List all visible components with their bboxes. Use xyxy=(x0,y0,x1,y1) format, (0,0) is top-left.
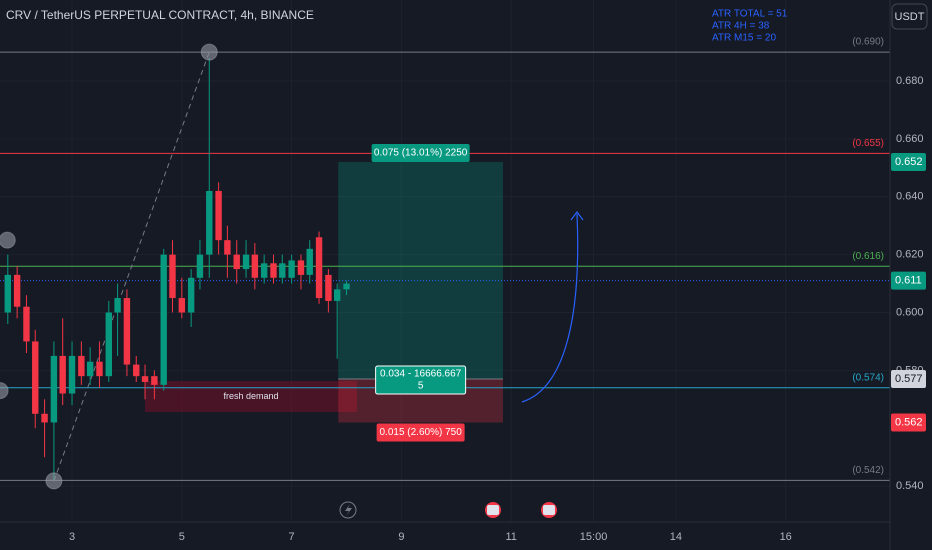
candle-body xyxy=(343,283,350,290)
candle-body xyxy=(32,341,39,414)
candle-body xyxy=(315,237,323,299)
price-badge xyxy=(891,413,926,432)
flag-glyph xyxy=(543,505,555,515)
level-label: (0.616) xyxy=(852,251,884,262)
zone-label: fresh demand xyxy=(223,391,278,401)
candle-body xyxy=(133,364,140,377)
candle-body xyxy=(233,254,240,270)
candle-body xyxy=(206,190,213,255)
candle-body xyxy=(187,277,195,313)
candle-body xyxy=(141,376,149,382)
level-label: (0.542) xyxy=(852,465,884,476)
candle-body xyxy=(59,355,66,394)
lightning-icon[interactable] xyxy=(339,501,357,519)
position-center-label: 5 xyxy=(418,381,424,392)
x-tick-label: 14 xyxy=(670,531,682,543)
currency-label: USDT xyxy=(895,11,925,23)
candle-body xyxy=(123,298,131,365)
x-tick-label: 7 xyxy=(289,531,295,543)
chart-title: CRV / TetherUS PERPETUAL CONTRACT, 4h, B… xyxy=(6,8,314,22)
point-marker xyxy=(200,43,218,61)
candle-body xyxy=(68,355,76,394)
candle-body xyxy=(151,376,158,385)
event-icons xyxy=(339,501,557,519)
candle-body xyxy=(279,263,286,278)
price-badge xyxy=(891,370,926,389)
candle-body xyxy=(215,190,222,241)
x-tick-label: 3 xyxy=(69,531,75,543)
y-tick-label: 0.540 xyxy=(896,480,924,492)
atr-line: ATR TOTAL = 51 xyxy=(712,9,788,20)
candle-body xyxy=(325,274,332,301)
price-badge-label: 0.577 xyxy=(895,373,923,385)
candle-body xyxy=(224,240,231,255)
candle-body xyxy=(50,355,58,423)
y-tick-label: 0.680 xyxy=(896,75,924,87)
x-tick-label: 9 xyxy=(398,531,404,543)
candle-body xyxy=(4,274,11,313)
point-marker xyxy=(0,382,9,400)
candle-body xyxy=(196,254,204,278)
candle-body xyxy=(41,413,48,423)
plot: fresh demand (0.690) (0.655) (0.616) (0.574)… xyxy=(0,37,890,490)
point-marker xyxy=(0,231,16,249)
atr-line: ATR M15 = 20 xyxy=(712,33,776,44)
candle-body xyxy=(78,355,85,377)
position-label-box xyxy=(371,144,470,163)
x-tick-label: 15:00 xyxy=(580,531,608,543)
price-badge xyxy=(891,271,926,290)
position-label-box xyxy=(376,423,465,442)
candle-body xyxy=(242,254,250,270)
candle-body xyxy=(114,298,121,313)
currency-button[interactable] xyxy=(891,3,928,30)
lightning-glyph xyxy=(345,504,352,516)
level-label: (0.574) xyxy=(852,372,884,383)
candle-body xyxy=(105,312,113,377)
level-label: (0.690) xyxy=(852,37,884,48)
y-tick-label: 0.620 xyxy=(896,249,924,261)
candle-body xyxy=(306,248,313,275)
target-zone xyxy=(338,162,503,380)
demand-zone xyxy=(145,381,357,413)
price-badge-label: 0.611 xyxy=(895,275,922,287)
price-badge xyxy=(891,153,926,172)
position-label: 0.015 (2.60%) 750 xyxy=(379,427,462,438)
candle-body xyxy=(160,254,167,385)
level-label: (0.655) xyxy=(852,138,884,149)
trend-line xyxy=(53,51,210,482)
x-tick-label: 5 xyxy=(179,531,185,543)
candle-body xyxy=(178,298,186,313)
candle-body xyxy=(297,260,305,275)
price-badge-label: 0.562 xyxy=(895,416,923,428)
candle-body xyxy=(270,263,277,278)
candle-body xyxy=(251,254,259,278)
candle-body xyxy=(86,361,94,377)
candle-body xyxy=(288,260,295,278)
candle-body xyxy=(333,289,341,301)
y-tick-label: 0.600 xyxy=(896,306,924,318)
candle-body xyxy=(260,263,268,278)
arrow-head xyxy=(570,211,584,221)
candle-body xyxy=(23,306,30,342)
flag-glyph xyxy=(487,505,499,515)
point-marker xyxy=(45,472,63,490)
position-center-box xyxy=(375,365,467,395)
y-tick-label: 0.660 xyxy=(896,133,924,145)
price-badge-label: 0.652 xyxy=(895,156,923,168)
x-tick-label: 11 xyxy=(505,531,516,543)
candle-body xyxy=(13,274,21,307)
y-tick-label: 0.640 xyxy=(896,191,924,203)
x-tick-label: 16 xyxy=(780,531,792,543)
position-center-label: 0.034 - 16666.667 xyxy=(380,369,462,380)
atr-line: ATR 4H = 38 xyxy=(712,21,770,32)
position-label: 0.075 (13.01%) 2250 xyxy=(374,148,468,159)
candle-body xyxy=(169,254,176,299)
candle-body xyxy=(96,361,103,377)
projection-arrow xyxy=(521,213,579,403)
